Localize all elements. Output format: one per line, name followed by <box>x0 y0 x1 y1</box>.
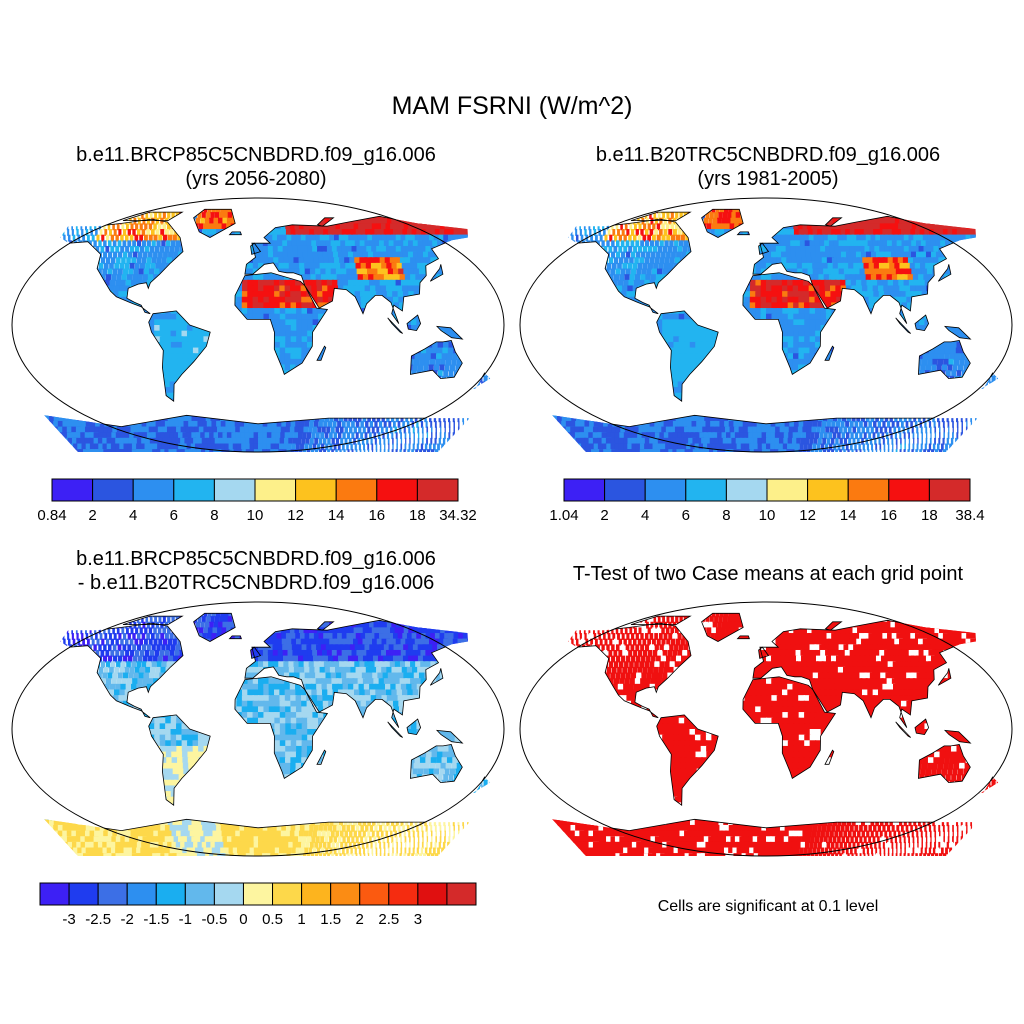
colorbar-label: 6 <box>682 507 690 524</box>
colorbar-box <box>173 478 215 502</box>
colorbar-box <box>644 478 687 502</box>
panel4-title: T-Test of two Case means at each grid po… <box>512 562 1024 586</box>
colorbar-label: 38.4 <box>955 507 984 524</box>
colorbar-box <box>184 882 215 906</box>
colorbar-label: 12 <box>799 507 816 524</box>
colorbar-label: -3 <box>62 911 75 928</box>
globe-outline <box>11 601 505 857</box>
colorbar-box <box>604 478 646 502</box>
colorbar-box <box>39 882 70 906</box>
colorbar-label: 0.84 <box>37 507 66 524</box>
colorbar-label: 2.5 <box>378 911 399 928</box>
colorbar-label: 4 <box>641 507 649 524</box>
colorbar-box <box>388 882 419 906</box>
globe-outline <box>11 197 505 453</box>
panel3-title-line2: - b.e11.B20TRC5CNBDRD.f09_g16.006 <box>77 572 435 594</box>
colorbar-box <box>685 478 727 502</box>
colorbar-box <box>847 478 890 502</box>
colorbar-label: 0.5 <box>262 911 283 928</box>
colorbar-label: 1 <box>297 911 305 928</box>
colorbar-box <box>807 478 849 502</box>
colorbar-label: 10 <box>759 507 776 524</box>
colorbar-box <box>888 478 930 502</box>
coastlines <box>43 612 491 856</box>
colorbar-label: 4 <box>129 507 137 524</box>
colorbar-box <box>330 882 361 906</box>
colorbar-box <box>359 882 390 906</box>
significance-note: Cells are significant at 0.1 level <box>657 898 879 915</box>
colorbar-label: 18 <box>409 507 426 524</box>
panel2-title-line2: (yrs 1981-2005) <box>697 168 839 190</box>
colorbar-label: 12 <box>287 507 304 524</box>
colorbar-label: 34.32 <box>439 507 477 524</box>
panel2-title-line1: b.e11.B20TRC5CNBDRD.f09_g16.006 <box>595 144 941 166</box>
map-ttest <box>519 601 1013 857</box>
colorbar-label: -2 <box>121 911 134 928</box>
globe-outline <box>519 197 1013 453</box>
panel3-title-line1: b.e11.BRCP85C5CNBDRD.f09_g16.006 <box>76 548 436 570</box>
colorbar-box <box>295 478 337 502</box>
colorbar-label: 10 <box>247 507 264 524</box>
colorbar-box <box>376 478 418 502</box>
colorbar-label: 2 <box>88 507 96 524</box>
colorbar-box <box>725 478 768 502</box>
colorbar-box <box>928 478 971 502</box>
colorbar-box <box>155 882 186 906</box>
colorbar-label: 1.04 <box>549 507 578 524</box>
colorbar-box <box>335 478 378 502</box>
colorbar-box <box>51 478 94 502</box>
colorbar-box <box>213 478 256 502</box>
colorbar-label: -1 <box>179 911 192 928</box>
colorbar-label: 1.5 <box>320 911 341 928</box>
colorbar-box <box>272 882 303 906</box>
colorbar-label: 8 <box>210 507 218 524</box>
colorbar-label: 3 <box>414 911 422 928</box>
globe-outline <box>519 601 1013 857</box>
colorbar-label: -1.5 <box>143 911 169 928</box>
map-case2 <box>519 197 1013 453</box>
colorbar-box <box>766 478 809 502</box>
main-title: MAM FSRNI (W/m^2) <box>391 92 633 120</box>
colorbar-box <box>126 882 157 906</box>
colorbar-box <box>97 882 128 906</box>
colorbar-label: 0 <box>239 911 247 928</box>
panel1-title-line1: b.e11.BRCP85C5CNBDRD.f09_g16.006 <box>76 144 436 166</box>
colorbar-box <box>563 478 606 502</box>
colorbar-label: 6 <box>170 507 178 524</box>
panel4-title-line1: T-Test of two Case means at each grid po… <box>572 563 964 585</box>
colorbar-label: 14 <box>840 507 857 524</box>
colorbar-label: 16 <box>880 507 897 524</box>
coastlines <box>43 208 491 452</box>
colorbar-box <box>132 478 175 502</box>
colorbar-box <box>92 478 134 502</box>
colorbar-box <box>417 882 448 906</box>
colorbar-box <box>446 882 477 906</box>
colorbar-label: 16 <box>368 507 385 524</box>
colorbar-difference: -3 -2.5 -2 -1.5 -1 -0.5 0 0.5 1 1.5 2 2.5 3 <box>39 882 477 928</box>
map-difference <box>11 601 505 857</box>
panel2-title: b.e11.B20TRC5CNBDRD.f09_g16.006 (yrs 198… <box>512 143 1024 191</box>
colorbar-label: -0.5 <box>201 911 227 928</box>
coastlines <box>551 208 999 452</box>
colorbar-box <box>301 882 332 906</box>
colorbar-label: 2 <box>600 507 608 524</box>
colorbar-label: 14 <box>328 507 345 524</box>
colorbar-label: 2 <box>356 911 364 928</box>
panel1-title: b.e11.BRCP85C5CNBDRD.f09_g16.006 (yrs 20… <box>0 143 512 191</box>
colorbar-label: 8 <box>722 507 730 524</box>
panel3-title: b.e11.BRCP85C5CNBDRD.f09_g16.006 - b.e11… <box>0 547 512 595</box>
colorbar-box <box>68 882 99 906</box>
colorbar-case1: 0.84 2 4 6 8 10 12 14 16 18 34.32 <box>37 478 477 524</box>
colorbar-box <box>254 478 297 502</box>
colorbar-case2: 1.04 2 4 6 8 10 12 14 16 18 38.4 <box>549 478 985 524</box>
colorbar-box <box>242 882 274 906</box>
colorbar-label: 18 <box>921 507 938 524</box>
colorbar-box <box>213 882 244 906</box>
colorbar-label: -2.5 <box>85 911 111 928</box>
panel1-title-line2: (yrs 2056-2080) <box>185 168 327 190</box>
colorbar-box <box>416 478 459 502</box>
map-case1 <box>11 197 505 453</box>
